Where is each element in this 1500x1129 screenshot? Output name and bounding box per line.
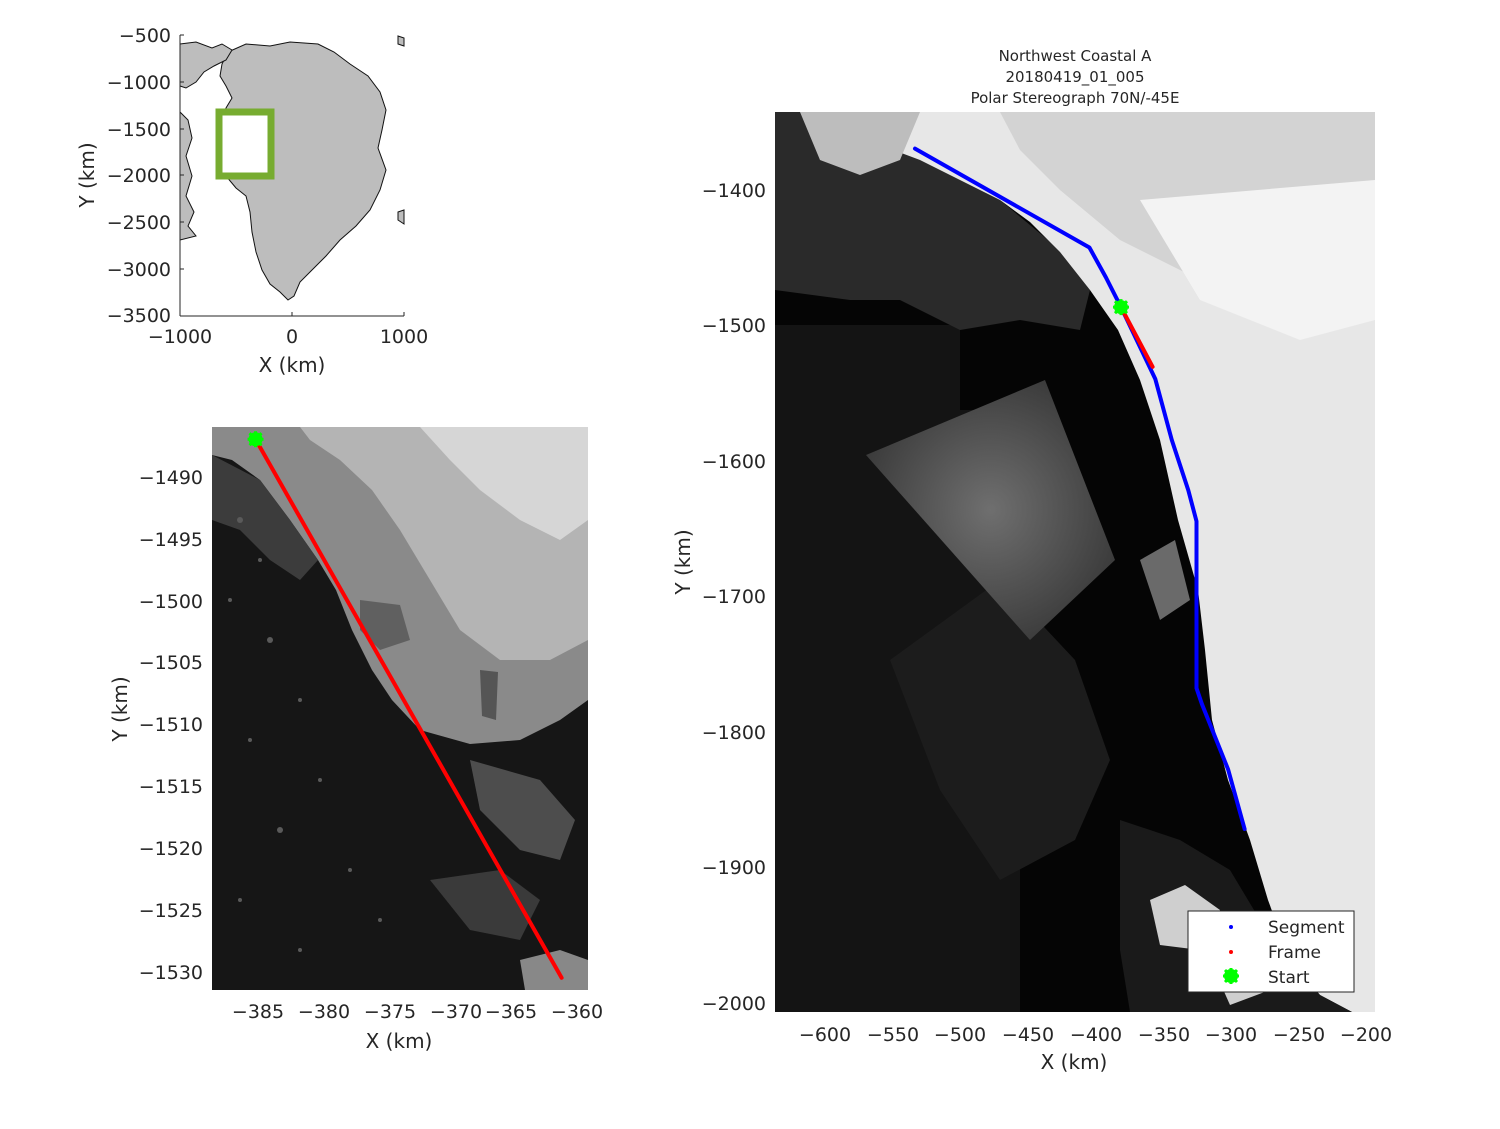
detail-ylabel: Y (km) — [108, 676, 132, 742]
detail-marks — [247, 431, 564, 980]
main-ytick: −1600 — [702, 451, 766, 473]
main-ytick: −1800 — [702, 722, 766, 744]
overview-y-ticks: −500 −1000 −1500 −2000 −2500 −3000 −3500 — [107, 25, 184, 327]
main-xtick: −300 — [1205, 1024, 1257, 1046]
overview-ytick: −3500 — [107, 305, 171, 327]
detail-xtick: −365 — [485, 1001, 537, 1023]
detail-imagery — [212, 427, 588, 990]
detail-xtick: −370 — [430, 1001, 482, 1023]
main-xtick: −200 — [1340, 1024, 1392, 1046]
detail-x-ticks: −385 −380 −375 −370 −365 −360 — [232, 1001, 603, 1023]
main-xtick: −450 — [1002, 1024, 1054, 1046]
legend-frame-label: Frame — [1268, 943, 1321, 963]
overview-ylabel: Y (km) — [75, 142, 99, 208]
main-title-line2: 20180419_01_005 — [1005, 68, 1144, 87]
main-ytick: −1700 — [702, 586, 766, 608]
detail-xtick: −380 — [298, 1001, 350, 1023]
overview-xtick: 0 — [286, 326, 298, 348]
overview-map: −500 −1000 −1500 −2000 −2500 −3000 −3500… — [75, 25, 428, 377]
detail-ytick: −1515 — [139, 776, 203, 798]
detail-xtick: −375 — [364, 1001, 416, 1023]
main-x-ticks: −600 −550 −500 −450 −400 −350 −300 −250 … — [799, 1024, 1392, 1046]
detail-ytick: −1525 — [139, 900, 203, 922]
main-xlabel: X (km) — [1041, 1050, 1108, 1074]
main-xtick: −600 — [799, 1024, 851, 1046]
main-imagery — [775, 112, 1375, 1012]
main-marks — [913, 146, 1247, 831]
main-title-line1: Northwest Coastal A — [999, 47, 1153, 65]
main-ylabel: Y (km) — [671, 529, 695, 595]
main-segment-line — [913, 146, 1247, 831]
main-y-ticks: −1400 −1500 −1600 −1700 −1800 −1900 −200… — [702, 180, 766, 1015]
main-ytick: −2000 — [702, 993, 766, 1015]
main-xtick: −350 — [1138, 1024, 1190, 1046]
overview-ytick: −2500 — [107, 212, 171, 234]
overview-x-ticks: −1000 0 1000 — [148, 312, 428, 348]
detail-ytick: −1505 — [139, 652, 203, 674]
legend-frame-marker — [1229, 950, 1233, 954]
overview-xtick: −1000 — [148, 326, 212, 348]
main-map: Northwest Coastal A 20180419_01_005 Pola… — [671, 47, 1392, 1074]
main-ytick: −1400 — [702, 180, 766, 202]
detail-xlabel: X (km) — [366, 1029, 433, 1053]
detail-xtick: −385 — [232, 1001, 284, 1023]
detail-xtick: −360 — [551, 1001, 603, 1023]
detail-ytick: −1530 — [139, 962, 203, 984]
detail-y-ticks: −1490 −1495 −1500 −1505 −1510 −1515 −152… — [139, 467, 203, 984]
legend-start-marker — [1223, 968, 1239, 984]
overview-ytick: −1500 — [107, 119, 171, 141]
overview-xlabel: X (km) — [259, 353, 326, 377]
detail-ytick: −1510 — [139, 714, 203, 736]
ellesmere-island — [179, 41, 233, 89]
overview-xtick: 1000 — [380, 326, 428, 348]
bbox-rectangle — [215, 108, 275, 180]
detail-ytick: −1495 — [139, 529, 203, 551]
main-frame-line — [1119, 305, 1155, 369]
overview-ytick: −500 — [119, 25, 171, 47]
main-ytick: −1900 — [702, 857, 766, 879]
overview-ytick: −3000 — [107, 259, 171, 281]
overview-ytick: −2000 — [107, 165, 171, 187]
legend-segment-marker — [1229, 925, 1233, 929]
main-xtick: −250 — [1273, 1024, 1325, 1046]
main-start-marker-cross — [1113, 299, 1129, 316]
main-title-line3: Polar Stereograph 70N/-45E — [971, 89, 1180, 107]
main-xtick: −550 — [867, 1024, 919, 1046]
detail-map: −1490 −1495 −1500 −1505 −1510 −1515 −152… — [108, 427, 603, 1053]
svalbard-island — [397, 35, 405, 47]
main-ytick: −1500 — [702, 315, 766, 337]
legend-start-label: Start — [1268, 968, 1310, 988]
bbox-inner-fill — [222, 114, 270, 174]
detail-frame-line — [253, 437, 564, 980]
legend-segment-label: Segment — [1268, 918, 1345, 938]
detail-start-marker-cross — [247, 431, 264, 448]
main-xtick: −500 — [934, 1024, 986, 1046]
baffin-coast — [179, 110, 197, 241]
detail-ytick: −1500 — [139, 591, 203, 613]
main-xtick: −400 — [1070, 1024, 1122, 1046]
detail-ytick: −1520 — [139, 838, 203, 860]
iceland-coast — [397, 209, 405, 225]
overview-ytick: −1000 — [107, 72, 171, 94]
detail-ytick: −1490 — [139, 467, 203, 489]
legend: Segment Frame Start — [1187, 910, 1355, 993]
legend-box — [1187, 910, 1355, 993]
